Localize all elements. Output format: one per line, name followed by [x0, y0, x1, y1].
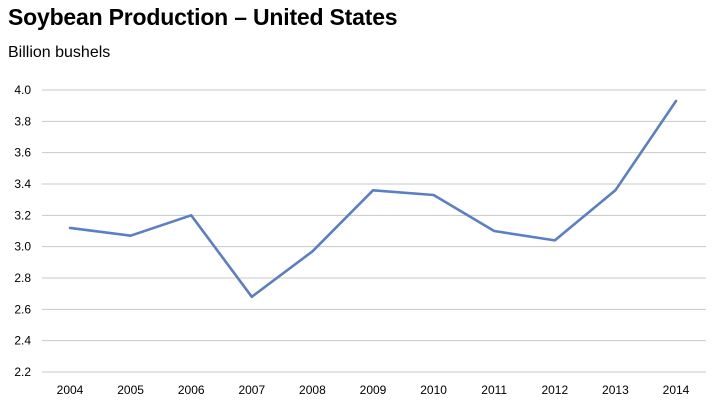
x-tick-label: 2007 [238, 383, 265, 397]
series-line [68, 99, 678, 299]
x-tick-label: 2011 [481, 383, 507, 397]
x-tick-label: 2012 [541, 383, 568, 397]
y-tick-label: 2.4 [14, 334, 31, 348]
y-tick-label: 2.8 [14, 271, 31, 285]
y-tick-label: 3.8 [14, 114, 31, 128]
y-tick-label: 2.6 [14, 302, 31, 316]
y-tick-label: 4.0 [14, 83, 31, 97]
y-tick-labels: 2.2 2.4 2.6 2.8 3.0 3.2 3.4 3.6 3.8 4.0 [14, 83, 31, 379]
y-tick-label: 2.2 [14, 365, 31, 379]
y-tick-label: 3.6 [14, 146, 31, 160]
x-tick-label: 2004 [57, 383, 84, 397]
x-tick-label: 2013 [602, 383, 629, 397]
x-tick-label: 2008 [299, 383, 326, 397]
x-tick-label: 2014 [663, 383, 690, 397]
gridlines [42, 89, 706, 373]
y-tick-label: 3.0 [14, 240, 31, 254]
chart-title: Soybean Production – United States [8, 4, 398, 30]
x-tick-labels: 2004 2005 2006 2007 2008 2009 2010 2011 2012 2013… [57, 383, 690, 397]
x-tick-label: 2009 [360, 383, 387, 397]
x-tick-label: 2005 [117, 383, 144, 397]
x-tick-label: 2010 [420, 383, 447, 397]
y-tick-label: 3.4 [14, 177, 31, 191]
series-lines [68, 99, 678, 299]
y-tick-label: 3.2 [14, 208, 31, 222]
y-axis-label: Billion bushels [8, 44, 111, 61]
x-tick-label: 2006 [178, 383, 205, 397]
